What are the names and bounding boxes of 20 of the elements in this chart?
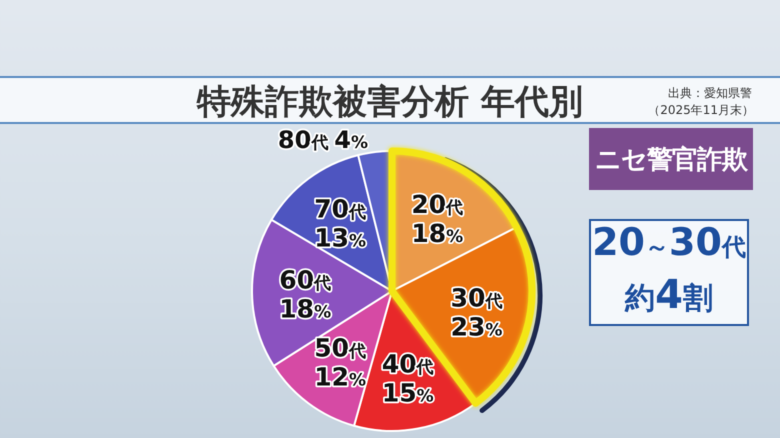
- data-label: 23%: [450, 312, 502, 342]
- slice-label: 80代: [278, 126, 328, 154]
- slice-label: 30代: [450, 284, 502, 313]
- text: ニセ警官詐欺: [589, 128, 753, 190]
- text: 約4割: [625, 272, 713, 318]
- slice-label: 70代: [314, 194, 366, 224]
- data-label: 18%: [279, 294, 332, 324]
- slice-label: 50代: [314, 334, 366, 363]
- slice-label: 20代: [411, 190, 464, 219]
- data-label: 18%: [411, 218, 464, 248]
- data-label: 12%: [314, 362, 366, 392]
- data-label: 13%: [314, 223, 366, 252]
- text: （2025年11月末）: [648, 102, 754, 119]
- slice-label: 60代: [279, 265, 332, 294]
- chart-title: 特殊詐欺被害分析 年代別: [196, 82, 583, 122]
- text: 20～30代: [592, 220, 746, 264]
- source-note: 出典：愛知県警: [668, 85, 752, 102]
- data-label: 4%: [334, 126, 368, 154]
- data-label: 15%: [382, 378, 434, 408]
- slice-label: 40代: [382, 349, 434, 378]
